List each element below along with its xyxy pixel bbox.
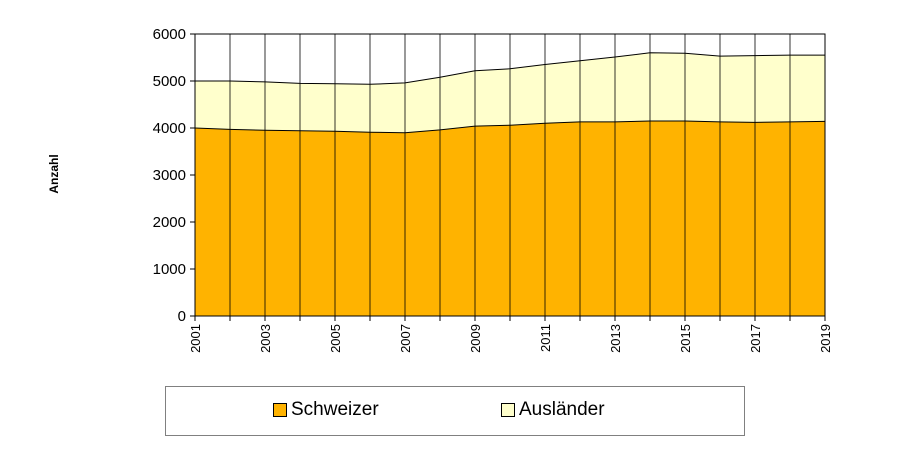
legend: Schweizer Ausländer — [165, 386, 745, 436]
y-tick-label-5000: 5000 — [153, 73, 186, 90]
y-tick-label-6000: 6000 — [153, 26, 186, 43]
legend-item-auslaender: Ausländer — [501, 399, 605, 421]
x-tick-label-2005: 2005 — [328, 324, 343, 353]
legend-swatch-schweizer — [273, 403, 287, 417]
plot-area: 0 1000 2000 3000 4000 5000 6000 2001 2003 2005 200… — [153, 26, 833, 353]
x-tick-label-2015: 2015 — [678, 324, 693, 353]
legend-item-schweizer: Schweizer — [273, 399, 379, 421]
y-tick-label-2000: 2000 — [153, 214, 186, 231]
y-tick-label-3000: 3000 — [153, 167, 186, 184]
y-axis-label: Anzahl — [47, 154, 61, 193]
x-tick-label-2019: 2019 — [818, 324, 833, 353]
y-tick-label-1000: 1000 — [153, 261, 186, 278]
y-tick-label-0: 0 — [178, 308, 186, 325]
x-tick-label-2013: 2013 — [608, 324, 623, 353]
x-tick-label-2001: 2001 — [188, 324, 203, 353]
legend-swatch-auslaender — [501, 403, 515, 417]
legend-label-schweizer: Schweizer — [291, 399, 379, 420]
x-tick-label-2009: 2009 — [468, 324, 483, 353]
legend-label-auslaender: Ausländer — [519, 399, 605, 420]
series-line-schweizer — [194, 120, 826, 134]
x-tick-label-2007: 2007 — [398, 324, 413, 353]
series-line-ausl-nder — [195, 52, 825, 85]
x-tick-label-2017: 2017 — [748, 324, 763, 353]
x-tick-label-2003: 2003 — [258, 324, 273, 353]
x-tick-label-2011: 2011 — [538, 324, 553, 352]
y-tick-label-4000: 4000 — [153, 120, 186, 137]
